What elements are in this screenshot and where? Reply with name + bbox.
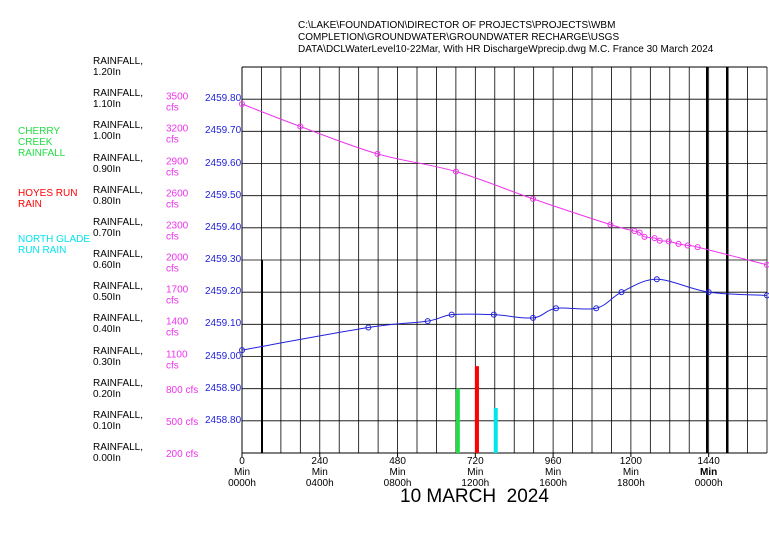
y3-tick-label: RAINFALL, 0.90In: [93, 152, 144, 175]
data-point: [374, 150, 381, 157]
data-point: [448, 311, 455, 318]
data-point: [641, 233, 648, 240]
data-point: [239, 347, 245, 354]
y2-tick-label: 200 cfs: [166, 449, 199, 461]
y3-tick-label: RAINFALL, 0.30In: [93, 345, 144, 368]
data-point: [764, 261, 769, 268]
x-tick-label: 1200: [619, 456, 642, 467]
data-point: [607, 221, 614, 228]
data-point: [651, 235, 658, 242]
y-tick-label: 2459.50: [205, 189, 242, 201]
y-tick-label: 2459.40: [205, 221, 242, 233]
data-point: [365, 324, 372, 331]
x-tick-label: Min: [467, 467, 484, 478]
data-point: [656, 237, 663, 244]
x-tick-label: 720: [466, 456, 484, 467]
y3-tick-label: RAINFALL, 0.40In: [93, 313, 144, 336]
y2-tick-label: 1700 cfs: [166, 284, 189, 307]
x-tick-label: Min: [700, 467, 718, 478]
data-point: [684, 242, 691, 249]
legend-entry: CHERRY CREEK RAINFALL: [18, 126, 66, 159]
y2-tick-label: 2900 cfs: [166, 155, 189, 178]
x-tick-label: Min: [389, 467, 406, 478]
legend-entry: NORTH GLADE RUN RAIN: [18, 234, 91, 256]
data-point: [530, 314, 537, 321]
y3-tick-label: RAINFALL, 1.00In: [93, 120, 144, 143]
data-point: [490, 311, 497, 318]
x-tick-label: Min: [233, 467, 251, 478]
data-line: [241, 103, 768, 266]
x-tick-label: 0: [239, 456, 245, 467]
y3-tick-label: RAINFALL, 1.10In: [93, 88, 144, 111]
y-tick-label: 2459.00: [205, 350, 242, 362]
y-tick-label: 2459.70: [205, 125, 242, 137]
data-point: [675, 240, 682, 247]
x-tick-label: 0000h: [694, 478, 723, 489]
data-point: [239, 100, 245, 107]
y3-tick-label: RAINFALL, 0.50In: [93, 281, 144, 304]
y2-tick-label: 1400 cfs: [166, 316, 189, 339]
rain-bar: [493, 407, 498, 453]
y-tick-label: 2459.30: [205, 254, 242, 265]
y3-tick-label: RAINFALL, 0.20In: [93, 377, 144, 400]
y2-tick-label: 3500 cfs: [166, 91, 189, 114]
y-tick-label: 2459.10: [205, 318, 242, 330]
chart-title: COMPLETION\GROUNDWATER\GROUNDWATER RECHA…: [298, 32, 620, 43]
y-tick-label: 2459.20: [205, 286, 242, 298]
y2-tick-label: 2600 cfs: [166, 187, 189, 210]
y-tick-label: 2459.80: [205, 93, 242, 105]
x-tick-label: 1440: [697, 456, 720, 467]
data-point: [705, 289, 712, 296]
y2-tick-label: 500 cfs: [166, 416, 199, 428]
y3-tick-label: RAINFALL, 0.80In: [93, 184, 144, 207]
x-tick-label: 480: [389, 456, 406, 467]
data-point: [593, 305, 600, 312]
chart-title: C:\LAKE\FOUNDATION\DIRECTOR OF PROJECTS\…: [298, 20, 616, 31]
data-point: [653, 276, 660, 283]
y2-tick-label: 1100 cfs: [166, 348, 188, 371]
data-line: [241, 278, 768, 351]
y2-tick-label: 2000 cfs: [166, 252, 189, 275]
rain-bar: [455, 388, 460, 453]
x-tick-label: 0400h: [305, 478, 334, 489]
data-point: [694, 244, 701, 251]
x-tick-label: 1200h: [461, 478, 490, 489]
y3-tick-label: RAINFALL, 0.60In: [93, 249, 144, 271]
x-tick-label: 960: [544, 456, 562, 467]
y2-tick-label: 3200 cfs: [166, 123, 189, 146]
x-tick-label: 0800h: [383, 478, 412, 489]
data-point: [665, 238, 672, 245]
data-point: [530, 195, 537, 202]
x-tick-label: Min: [545, 467, 562, 478]
date-label: 10 MARCH 2024: [400, 486, 549, 507]
data-point: [631, 228, 638, 235]
y-tick-label: 2458.80: [205, 414, 242, 426]
y3-tick-label: RAINFALL, 0.00In: [93, 442, 144, 464]
x-tick-label: Min: [622, 467, 639, 478]
y-tick-label: 2458.90: [205, 382, 242, 394]
x-tick-label: Min: [311, 467, 328, 478]
y2-tick-label: 800 cfs: [166, 384, 199, 396]
y3-tick-label: RAINFALL, 0.10In: [93, 409, 144, 432]
y2-tick-label: 2300 cfs: [166, 220, 189, 243]
y3-tick-label: RAINFALL, 0.70In: [93, 216, 144, 239]
data-point: [452, 168, 459, 175]
data-point: [553, 305, 560, 312]
data-point: [618, 289, 625, 296]
y3-tick-label: RAINFALL, 1.20In: [93, 56, 144, 78]
chart-title: DATA\DCLWaterLevel10-22Mar, With HR Disc…: [298, 44, 714, 55]
data-point: [297, 123, 304, 130]
x-tick-label: 0000h: [228, 478, 256, 489]
x-tick-label: 240: [311, 456, 329, 467]
legend-entry: HOYES RUN RAIN: [18, 188, 78, 210]
data-point: [424, 318, 431, 325]
rain-bar: [474, 366, 479, 453]
data-point: [636, 229, 643, 236]
data-point: [764, 292, 769, 299]
x-tick-label: 1600h: [539, 478, 568, 489]
y-tick-label: 2459.60: [205, 157, 242, 169]
x-tick-label: 1800h: [616, 478, 645, 489]
